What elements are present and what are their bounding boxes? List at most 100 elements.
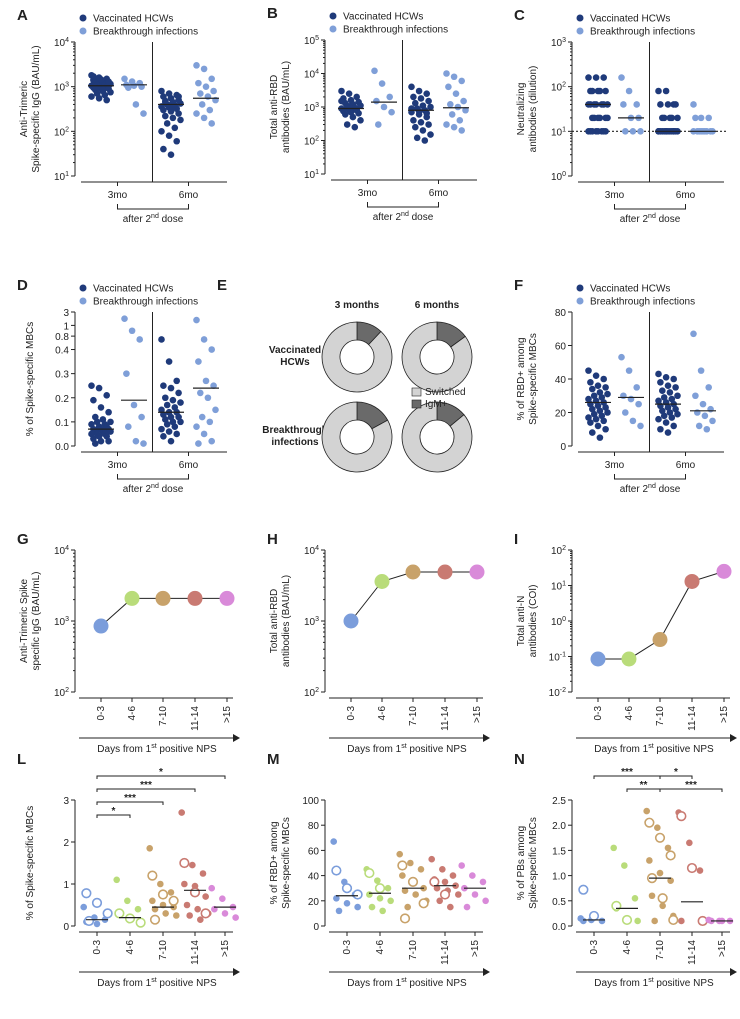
data-point (206, 418, 214, 426)
data-point-open (665, 850, 676, 861)
data-point-open (644, 817, 655, 828)
data-point (686, 839, 693, 847)
data-point (338, 97, 345, 105)
data-point (655, 415, 662, 423)
data-point (655, 397, 662, 405)
x-tick-label: 4-6 (622, 940, 633, 955)
series-d15 (705, 916, 734, 925)
data-point (349, 113, 357, 121)
data-point (175, 110, 182, 117)
data-point (167, 384, 175, 392)
data-point (598, 394, 606, 401)
data-point-open (331, 865, 342, 876)
data-point (92, 83, 99, 91)
y-tick-label: 101 (54, 171, 69, 183)
data-point (410, 117, 417, 124)
data-point (162, 112, 169, 120)
data-point (600, 417, 607, 425)
y-axis-label-line: % of RBD+ among (269, 821, 280, 904)
data-point (450, 73, 458, 81)
series-d0_3 (330, 838, 363, 915)
data-point-open (429, 876, 440, 888)
y-axis-label-text: Total anti-RBDantibodies (BAU/mL) (269, 575, 292, 667)
legend-swatch-igm (411, 399, 422, 409)
y-tick-label: 10-2 (549, 687, 566, 699)
data-point (629, 128, 637, 135)
y-axis-label: % of RBD+ amongSpike-specific MBCs (516, 333, 539, 425)
data-point (401, 887, 409, 895)
data-point (125, 423, 132, 431)
data-point (80, 903, 87, 911)
significance-bracket (659, 775, 693, 779)
column-label: 6 months (415, 300, 460, 311)
data-point (165, 132, 173, 139)
x-tick-label: 0-3 (589, 940, 600, 955)
data-point (417, 95, 425, 102)
panel-label: E (217, 277, 227, 294)
data-point (198, 101, 206, 108)
data-point (132, 437, 140, 445)
data-point (380, 103, 388, 111)
data-point-open (364, 867, 375, 879)
series-d11_14 (178, 809, 212, 923)
data-point (452, 90, 460, 97)
data-point (134, 905, 142, 913)
data-point (107, 428, 114, 435)
data-point (181, 880, 188, 888)
legend-label-breakthrough: Breakthrough infections (93, 297, 198, 308)
days-sup: st (401, 977, 407, 984)
data-point (707, 405, 714, 413)
data-point (621, 862, 628, 869)
after-text: after 2 (373, 212, 402, 223)
series-d7_10 (396, 850, 430, 924)
data-point (674, 114, 681, 122)
data-point (204, 394, 212, 402)
x-tick-rot: 0-3 (346, 706, 357, 721)
data-point (206, 106, 214, 114)
data-point-open (168, 895, 179, 906)
data-point (585, 395, 592, 403)
data-point (103, 392, 110, 399)
data-point-open (686, 862, 698, 874)
data-point (195, 440, 202, 447)
tick-exponent: 0 (562, 616, 566, 623)
data-point (469, 564, 485, 580)
data-point (193, 316, 200, 324)
data-point (423, 109, 431, 117)
tick-base: 10 (304, 688, 316, 699)
y-axis-label-line: Neutralizing (516, 83, 527, 136)
data-point (165, 428, 173, 435)
x-tick-label: 11-14 (440, 706, 451, 731)
tick-exponent: 3 (562, 37, 566, 44)
y-tick-label: 101 (551, 581, 566, 593)
x-tick-rot: 11-14 (190, 706, 201, 731)
data-point-open (157, 889, 169, 900)
data-point (458, 127, 466, 134)
data-point (92, 440, 99, 447)
data-point (421, 137, 429, 144)
x-tick-rot: 4-6 (377, 706, 388, 721)
data-point (678, 917, 685, 925)
data-point (204, 93, 212, 100)
data-point (672, 101, 679, 108)
data-point (482, 897, 489, 905)
x-tick-label: 3mo (108, 190, 128, 201)
x-tick-label: 11-14 (440, 940, 451, 965)
after-dose-label: after 2nd dose (373, 211, 434, 223)
pie-slice-switched (321, 321, 393, 393)
tick-exponent: 4 (65, 37, 69, 44)
data-point (162, 98, 169, 106)
significance-mark: * (159, 767, 163, 778)
x-tick-rot: 4-6 (375, 940, 386, 955)
days-text: Days from 1 (347, 744, 401, 755)
data-point (219, 590, 235, 606)
legend-swatch-switched (411, 387, 422, 397)
x-tick-label: >15 (719, 706, 730, 723)
data-point (124, 897, 131, 905)
data-point (330, 838, 338, 845)
data-point (469, 872, 476, 879)
legend-label-vaccinated: Vaccinated HCWs (93, 14, 173, 25)
data-point (163, 420, 171, 428)
data-point (419, 127, 427, 134)
